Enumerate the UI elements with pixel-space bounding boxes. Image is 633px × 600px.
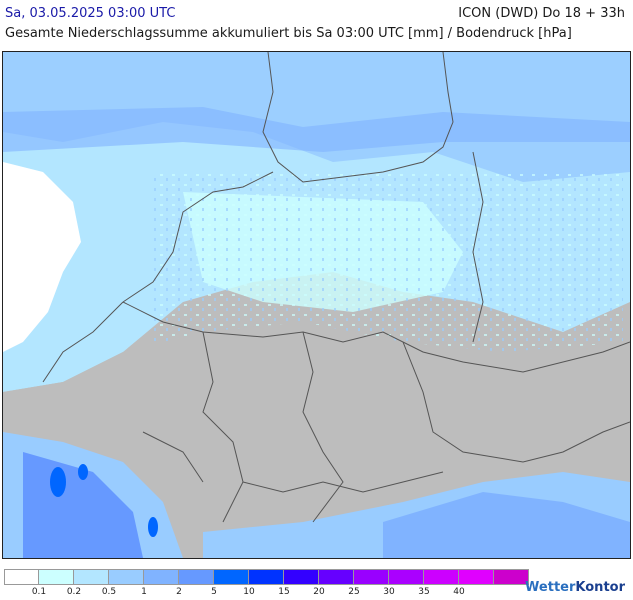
legend-ticks: 0.1 0.2 0.5 1 2 5 10 15 20 25 30 35 40: [4, 587, 504, 599]
legend-tick-label: 20: [313, 587, 325, 597]
legend-tick-label: 25: [348, 587, 360, 597]
legend-swatch: [389, 569, 424, 585]
dry-land-south: [3, 322, 630, 532]
legend-swatch: [109, 569, 144, 585]
legend-swatch: [39, 569, 74, 585]
brand-name-a: Wetter: [525, 580, 576, 595]
legend-swatch: [179, 569, 214, 585]
legend-swatch: [319, 569, 354, 585]
forecast-datetime: Sa, 03.05.2025 03:00 UTC: [5, 6, 176, 21]
legend-swatch: [459, 569, 494, 585]
rain-band-sea: [3, 52, 630, 182]
rain-cell: [148, 517, 158, 537]
precipitation-map: [2, 51, 631, 559]
britain-dry: [3, 162, 81, 352]
legend-swatch: [144, 569, 179, 585]
map-canvas: [3, 52, 630, 558]
legend-tick-label: 15: [278, 587, 290, 597]
map-subtitle: Gesamte Niederschlagssumme akkumuliert b…: [5, 26, 572, 41]
legend-tick-label: 0.2: [66, 587, 82, 597]
rain-cell: [50, 467, 66, 497]
rain-speckles: [153, 172, 623, 352]
legend-swatch: [424, 569, 459, 585]
legend-tick-label: 10: [243, 587, 255, 597]
country-borders: [42, 52, 630, 523]
legend-tick-label: 1: [141, 587, 147, 597]
precipitation-legend: [4, 569, 529, 585]
legend-tick-label: 35: [418, 587, 430, 597]
legend-tick-label: 5: [211, 587, 217, 597]
brand-name-b: Kontor: [575, 580, 625, 595]
legend-tick-label: 30: [383, 587, 395, 597]
model-run: ICON (DWD) Do 18 + 33h: [458, 6, 625, 21]
legend-tick-label: 40: [453, 587, 465, 597]
legend-tick-label: 2: [176, 587, 182, 597]
legend-swatch: [284, 569, 319, 585]
legend-tick-label: 0.5: [101, 587, 117, 597]
rain-cell: [78, 464, 88, 480]
legend-swatch: [354, 569, 389, 585]
legend-swatch: [74, 569, 109, 585]
legend-swatch: [494, 569, 529, 585]
legend-tick-label: 0.1: [31, 587, 47, 597]
legend-swatch: [214, 569, 249, 585]
header: Sa, 03.05.2025 03:00 UTC ICON (DWD) Do 1…: [0, 0, 633, 48]
legend-swatch: [4, 569, 39, 585]
rain-streak: [3, 107, 630, 152]
legend-swatch: [249, 569, 284, 585]
rain-alps-core: [383, 492, 630, 558]
wetterkontor-logo: WetterKontor: [525, 580, 625, 595]
